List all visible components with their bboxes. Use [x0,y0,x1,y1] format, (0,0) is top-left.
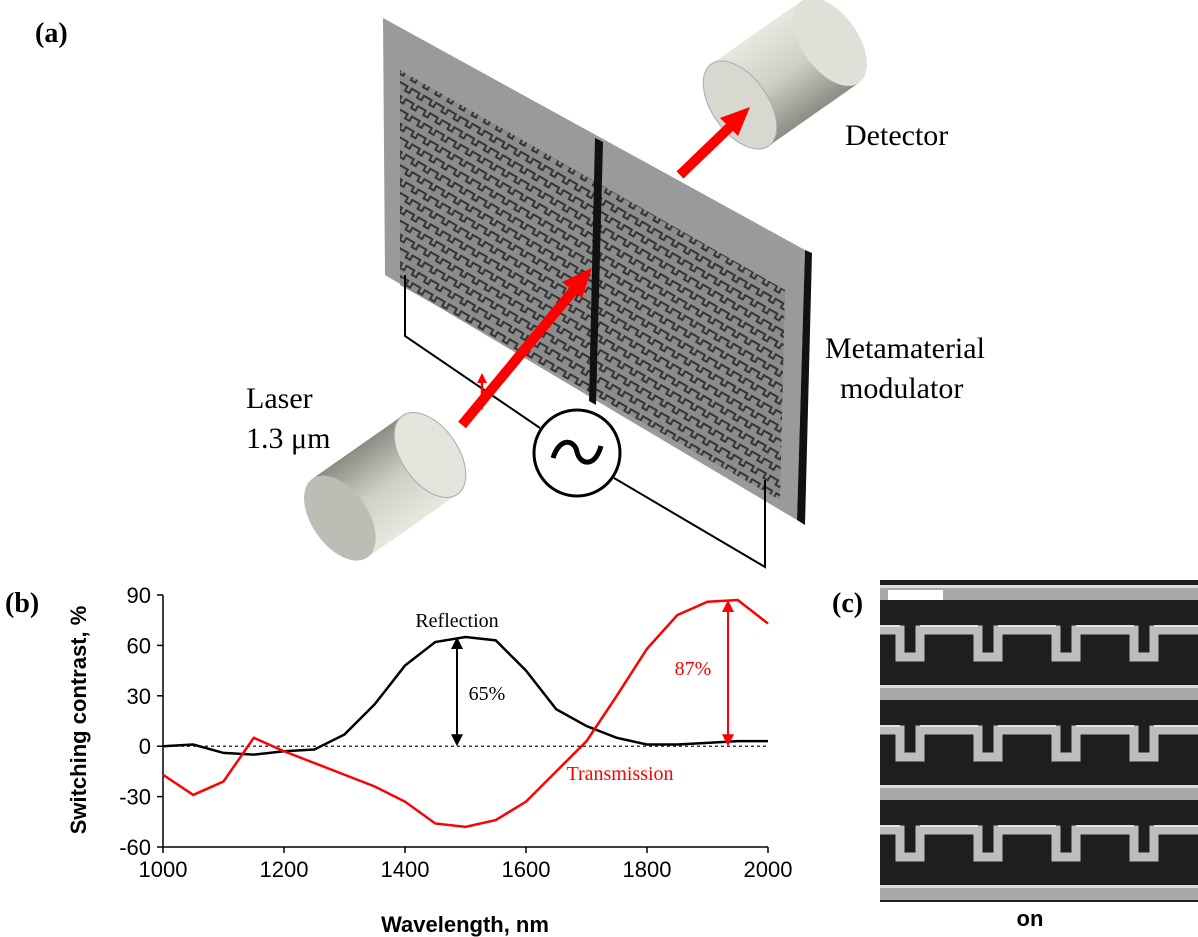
sem-picture [880,580,1198,902]
label: modulator [840,372,963,405]
x-tick-label: 1200 [260,857,309,882]
series-label: Reflection [415,610,498,632]
panel-label: (a) [35,18,68,49]
y-tick-label: -30 [119,785,151,810]
x-axis-label: Wavelength, nm [381,912,549,937]
y-axis-label: Switching contrast, % [66,606,91,835]
sem-image: (c) on [832,580,1198,931]
data-line [163,600,768,827]
x-tick-label: 1000 [139,857,188,882]
panel-label: (b) [5,588,39,619]
wire [614,478,765,567]
label: Metamaterial [825,332,985,365]
caption: on [1017,906,1044,931]
x-tick-label: 2000 [744,857,793,882]
scale-bar [888,590,943,600]
panel-label: (c) [832,588,863,619]
figure: (a) Detector Metamaterial modulator Lase… [0,0,1198,937]
y-tick-label: 0 [139,734,151,759]
y-tick-label: 30 [127,684,151,709]
series-label: Transmission [566,763,673,785]
arrow-head [722,734,734,746]
label: 1.3 μm [246,422,330,455]
x-tick-label: 1600 [502,857,551,882]
x-tick-label: 1800 [623,857,672,882]
annotation-label: 87% [675,658,712,680]
y-tick-label: 90 [127,583,151,608]
chart: (b) Wavelength, nm Switching contrast, %… [5,583,792,937]
y-tick-label: 60 [127,633,151,658]
label: Detector [845,119,948,152]
x-tick-label: 1400 [381,857,430,882]
diagram: (a) Detector Metamaterial modulator Lase… [35,0,985,573]
beam [680,122,735,175]
label: Laser [246,382,313,415]
arrow-head [451,734,463,746]
annotation-label: 65% [469,683,506,705]
